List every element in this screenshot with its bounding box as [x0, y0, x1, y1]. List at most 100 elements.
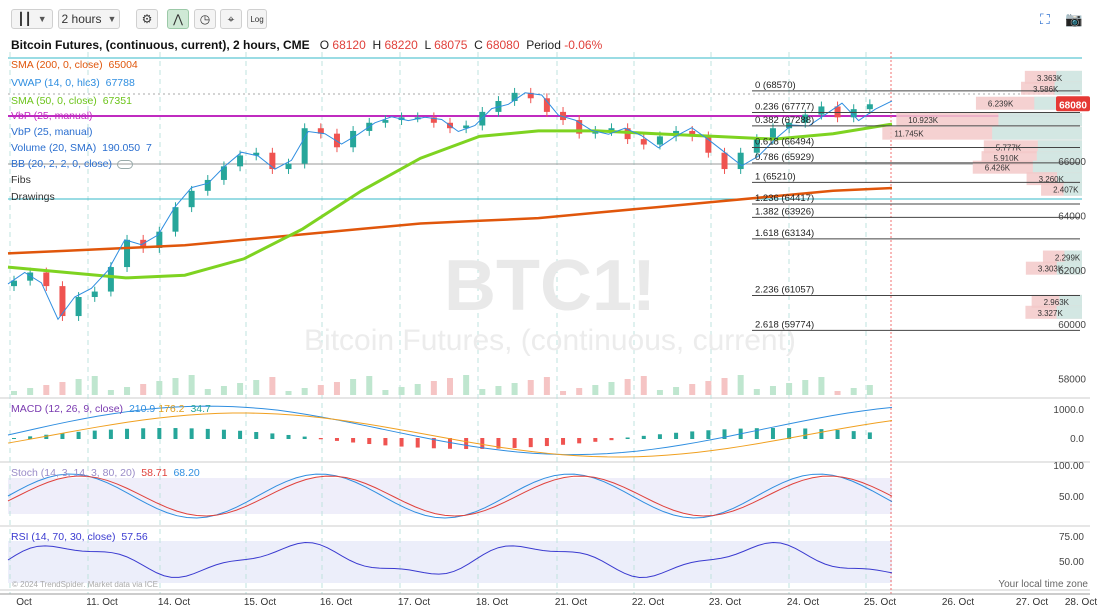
candle-body	[124, 239, 131, 268]
volume-bar	[11, 391, 17, 395]
legend-sma50-value: 67351	[102, 95, 132, 107]
macd-histogram-bar	[92, 430, 97, 439]
fullscreen-icon[interactable]: ⛶	[1040, 11, 1050, 27]
volume-bar	[802, 380, 809, 395]
legend-fibs[interactable]: Fibs	[11, 174, 34, 186]
legend-macd[interactable]: MACD (12, 26, 9, close) 210.9 176.2 34.7	[11, 403, 214, 415]
macd-histogram-bar	[76, 431, 81, 439]
fib-label: 0.382 (67288)	[755, 115, 814, 126]
fib-label: 0.618 (66494)	[755, 136, 814, 147]
indicators-button[interactable]: ⋀	[167, 9, 189, 29]
candle-body	[333, 133, 340, 148]
legend-volume-value: 190.050	[102, 142, 141, 154]
volume-bar	[414, 384, 421, 395]
legend-vbp2[interactable]: VbP (25, manual)	[11, 126, 96, 138]
candle-body	[285, 163, 292, 170]
chart-type-button[interactable]: ┃┃ ▼	[11, 9, 53, 29]
chevron-down-icon: ▼	[107, 14, 117, 24]
legend-stoch[interactable]: Stoch (14, 3, 14, 3, 80, 20) 58.71 68.20	[11, 467, 203, 479]
clock-button[interactable]: ◷	[194, 9, 216, 29]
candle-body	[188, 190, 195, 208]
camera-icon[interactable]: 📷	[1065, 11, 1083, 27]
close-label: C	[474, 38, 483, 52]
candle-body	[59, 286, 66, 317]
y-tick-label: 58000	[1058, 375, 1086, 386]
macd-histogram-bar	[496, 438, 501, 449]
eye-icon[interactable]	[116, 159, 133, 169]
candle-body	[269, 152, 276, 170]
volume-bar	[543, 377, 550, 395]
legend-drawings-label: Drawings	[11, 191, 55, 203]
vbp-label: 11.745K	[894, 130, 924, 139]
timezone-label[interactable]: Your local time zone	[998, 579, 1088, 590]
stoch-axis-label: 100.00	[1053, 461, 1084, 472]
volume-bar	[786, 383, 793, 395]
macd-histogram-bar	[625, 437, 630, 439]
chart-title: Bitcoin Futures, (continuous, current), …	[11, 38, 310, 52]
volume-bar	[253, 380, 260, 395]
stoch-d-line	[7, 475, 893, 517]
legend-bb-label: BB (20, 2, 2, 0, close)	[11, 158, 112, 170]
volume-bar	[818, 377, 825, 395]
macd-histogram-bar	[125, 428, 130, 439]
legend-sma50[interactable]: SMA (50, 0, close) 67351	[11, 95, 135, 107]
legend-fibs-label: Fibs	[11, 174, 31, 186]
fib-label: 1.236 (64417)	[755, 193, 814, 204]
candle-body	[753, 139, 760, 153]
draw-button[interactable]: ⌖	[220, 9, 242, 29]
legend-vbp1[interactable]: VbP (25, manual)	[11, 110, 96, 122]
candle-body	[91, 291, 98, 297]
legend-rsi[interactable]: RSI (14, 70, 30, close) 57.56	[11, 531, 151, 543]
log-scale-button[interactable]: Log	[247, 9, 267, 29]
legend-sma200[interactable]: SMA (200, 0, close) 65004	[11, 59, 141, 71]
volume-bar	[107, 390, 114, 395]
vbp-label: 2.407K	[1053, 186, 1079, 195]
macd-histogram-bar	[141, 428, 146, 439]
legend-vwap-value: 67788	[105, 77, 135, 89]
candle-body	[301, 128, 308, 164]
macd-histogram-bar	[754, 428, 759, 439]
legend-volume[interactable]: Volume (20, SMA) 190.050 7	[11, 142, 155, 154]
legend-sma200-label: SMA (200, 0, close)	[11, 59, 103, 71]
low-label: L	[424, 38, 431, 52]
legend-sma50-label: SMA (50, 0, close)	[11, 95, 97, 107]
macd-histogram-bar	[512, 438, 517, 448]
gear-icon: ⚙	[141, 12, 153, 26]
chevron-down-icon: ▼	[37, 14, 47, 24]
interval-select[interactable]: 2 hours ▼	[58, 9, 120, 29]
price-chart[interactable]: BTC1!Bitcoin Futures, (continuous, curre…	[0, 36, 1100, 611]
legend-bb[interactable]: BB (20, 2, 2, 0, close)	[11, 158, 136, 170]
legend-macd-value1: 210.9	[128, 403, 156, 415]
vbp-bar-up	[1056, 261, 1082, 275]
volume-bar	[124, 387, 131, 395]
candle-body	[721, 152, 728, 170]
legend-stoch-label: Stoch (14, 3, 14, 3, 80, 20)	[11, 467, 136, 479]
vbp-label: 3.303K	[1038, 265, 1064, 274]
sma50-line	[7, 122, 893, 280]
settings-button[interactable]: ⚙	[136, 9, 158, 29]
macd-histogram-bar	[221, 429, 226, 439]
period-label: Period	[526, 38, 561, 52]
candle-body	[527, 92, 534, 99]
macd-histogram-bar	[561, 438, 566, 445]
vbp-label: 6.239K	[988, 100, 1014, 109]
legend-vwap[interactable]: VWAP (14, 0, hlc3) 67788	[11, 77, 138, 89]
volume-bar	[479, 389, 486, 395]
macd-histogram-bar	[28, 436, 33, 439]
legend-drawings[interactable]: Drawings	[11, 191, 58, 203]
chart-header: Bitcoin Futures, (continuous, current), …	[11, 38, 602, 52]
legend-rsi-label: RSI (14, 70, 30, close)	[11, 531, 116, 543]
fib-label: 0 (68570)	[755, 80, 796, 91]
x-tick-label: 11. Oct	[86, 597, 118, 608]
x-tick-label: 27. Oct	[1016, 597, 1048, 608]
candle-body	[172, 207, 179, 232]
volume-bar	[366, 376, 373, 395]
volume-bar	[59, 382, 66, 395]
period-value: -0.06%	[564, 38, 603, 52]
macd-histogram-bar	[480, 438, 485, 449]
candle-body	[576, 120, 583, 134]
watermark-name: Bitcoin Futures, (continuous, current)	[304, 324, 796, 357]
macd-histogram-bar	[657, 434, 662, 439]
volume-bar	[317, 385, 324, 395]
macd-histogram-bar	[835, 430, 840, 439]
